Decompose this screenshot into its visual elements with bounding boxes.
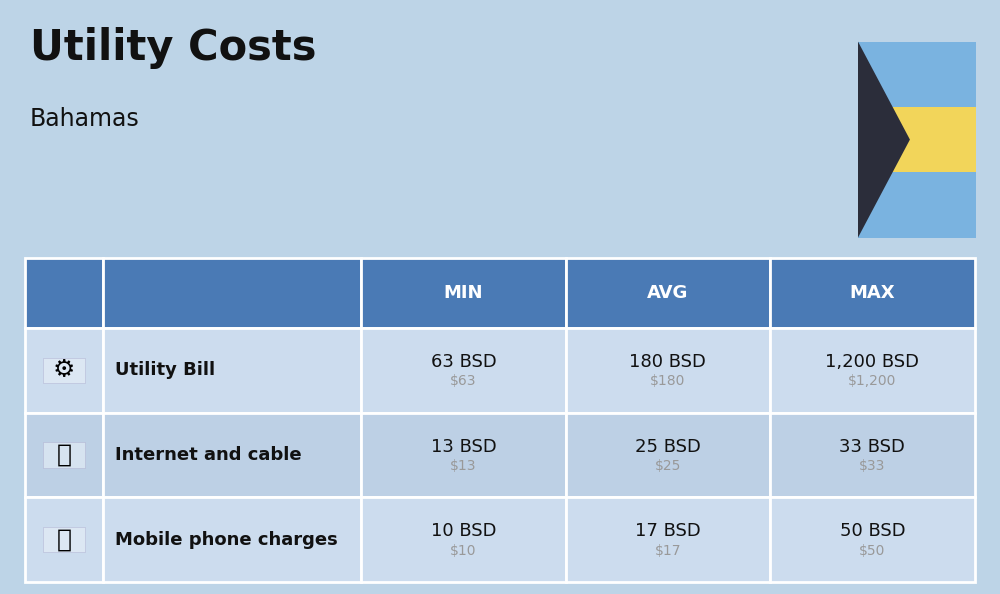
Text: MIN: MIN <box>444 284 483 302</box>
Bar <box>566 328 770 413</box>
Text: MAX: MAX <box>850 284 895 302</box>
Bar <box>25 328 103 413</box>
Text: $10: $10 <box>450 544 477 558</box>
Bar <box>770 413 975 497</box>
Text: 📱: 📱 <box>56 527 71 552</box>
Text: $13: $13 <box>450 459 477 473</box>
Text: 50 BSD: 50 BSD <box>840 522 905 541</box>
Bar <box>361 328 566 413</box>
Text: Bahamas: Bahamas <box>30 107 140 131</box>
Bar <box>770 258 975 328</box>
Bar <box>43 358 85 383</box>
Text: AVG: AVG <box>647 284 688 302</box>
Bar <box>25 258 103 328</box>
Text: $25: $25 <box>654 459 681 473</box>
Bar <box>103 497 361 582</box>
Bar <box>566 258 770 328</box>
Text: Internet and cable: Internet and cable <box>115 446 302 464</box>
Text: 13 BSD: 13 BSD <box>431 438 496 456</box>
Text: $17: $17 <box>654 544 681 558</box>
Bar <box>25 497 103 582</box>
Bar <box>566 497 770 582</box>
Text: $63: $63 <box>450 374 477 388</box>
Text: 📶: 📶 <box>56 443 71 467</box>
Polygon shape <box>858 42 910 238</box>
Bar <box>770 497 975 582</box>
Bar <box>25 413 103 497</box>
Text: 180 BSD: 180 BSD <box>629 353 706 371</box>
Text: 1,200 BSD: 1,200 BSD <box>825 353 919 371</box>
Text: 17 BSD: 17 BSD <box>635 522 701 541</box>
Bar <box>361 413 566 497</box>
Text: $50: $50 <box>859 544 886 558</box>
Text: 33 BSD: 33 BSD <box>839 438 905 456</box>
Text: 25 BSD: 25 BSD <box>635 438 701 456</box>
Bar <box>43 527 85 552</box>
Text: $180: $180 <box>650 374 685 388</box>
Bar <box>858 172 976 238</box>
Text: $33: $33 <box>859 459 886 473</box>
Bar <box>361 497 566 582</box>
Bar <box>361 258 566 328</box>
Bar <box>43 443 85 468</box>
Text: $1,200: $1,200 <box>848 374 897 388</box>
Bar <box>103 258 361 328</box>
Bar <box>103 328 361 413</box>
Text: ⚙: ⚙ <box>53 358 75 383</box>
Bar <box>103 413 361 497</box>
Bar <box>858 107 976 172</box>
Text: Mobile phone charges: Mobile phone charges <box>115 531 338 549</box>
Bar <box>566 413 770 497</box>
Bar <box>858 42 976 107</box>
Text: 10 BSD: 10 BSD <box>431 522 496 541</box>
Text: 63 BSD: 63 BSD <box>431 353 496 371</box>
Text: Utility Bill: Utility Bill <box>115 361 215 380</box>
Text: Utility Costs: Utility Costs <box>30 27 316 69</box>
Bar <box>770 328 975 413</box>
